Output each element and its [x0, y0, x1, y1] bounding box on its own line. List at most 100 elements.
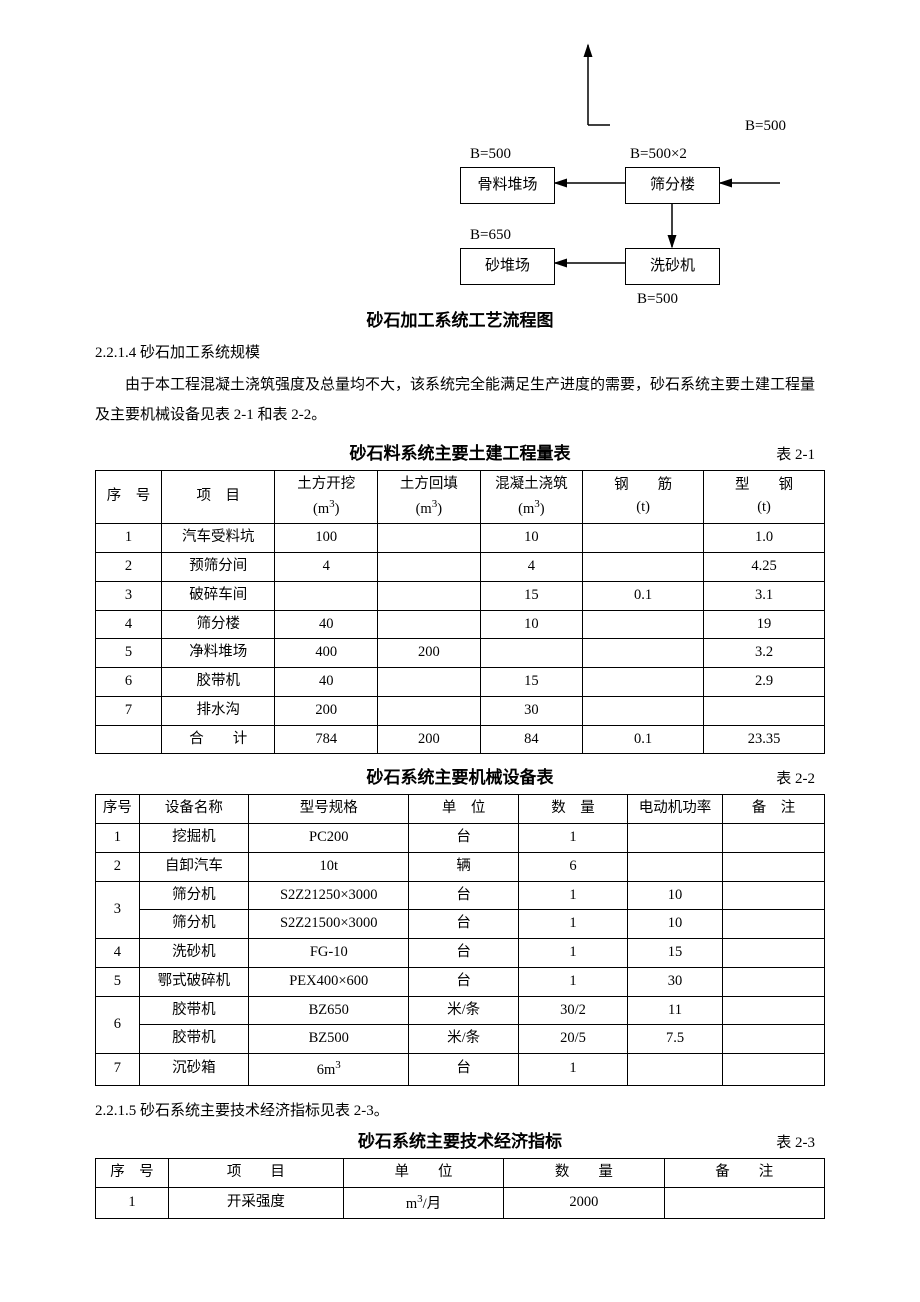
table1-title: 砂石料系统主要土建工程量表: [350, 441, 571, 467]
table-row: 6胶带机BZ650米/条30/211: [96, 996, 825, 1025]
table-row: 7沉砂箱6m3台1: [96, 1054, 825, 1086]
t2-h1: 序号: [96, 795, 140, 824]
table-row: 2自卸汽车10t辆6: [96, 852, 825, 881]
t1-h5: 混凝土浇筑(m3): [480, 471, 583, 524]
table-cell: [378, 553, 481, 582]
table-cell: [96, 725, 162, 754]
table-row: 3破碎车间150.13.1: [96, 581, 825, 610]
t1-h3b: (m: [313, 501, 329, 517]
table-cell: [378, 668, 481, 697]
t1-h7a: 型 钢: [735, 477, 793, 493]
table-cell: 5: [96, 639, 162, 668]
table-cell: 1: [518, 939, 627, 968]
table-row: 7排水沟20030: [96, 696, 825, 725]
table-cell: 2.9: [704, 668, 825, 697]
table-cell: 台: [409, 1054, 518, 1086]
section-2214-para: 由于本工程混凝土浇筑强度及总量均不大，该系统完全能满足生产进度的需要，砂石系统主…: [95, 370, 825, 430]
table-row: 1开采强度m3/月2000: [96, 1187, 825, 1219]
t2-h5: 数 量: [518, 795, 627, 824]
table-cell: 台: [409, 881, 518, 910]
table-cell: 15: [480, 581, 583, 610]
table-cell: 10t: [249, 852, 409, 881]
table2-title: 砂石系统主要机械设备表: [367, 765, 554, 791]
t1-h3: 土方开挖(m3): [275, 471, 378, 524]
table-cell: 30/2: [518, 996, 627, 1025]
t1-h1-txt: 序 号: [107, 488, 151, 504]
table-row: 6胶带机40152.9: [96, 668, 825, 697]
table-cell: 4: [275, 553, 378, 582]
table-cell: 1: [518, 1054, 627, 1086]
table2-header-row: 砂石系统主要机械设备表 表 2-2: [95, 764, 825, 790]
table-cell: 汽车受料坑: [161, 524, 275, 553]
table-cell: PEX400×600: [249, 967, 409, 996]
section-2215-head: 2.2.1.5 砂石系统主要技术经济指标见表 2-3。: [95, 1100, 825, 1123]
table-cell: [378, 524, 481, 553]
table-cell: [583, 696, 704, 725]
table-cell: 台: [409, 939, 518, 968]
table-cell: [722, 852, 824, 881]
t1-h4b: (m: [416, 501, 432, 517]
table-cell: 3.1: [704, 581, 825, 610]
table-cell: FG-10: [249, 939, 409, 968]
label-b500-topright: B=500: [745, 115, 786, 138]
label-b500-bottom: B=500: [637, 288, 678, 311]
box-sand-yard: 砂堆场: [460, 248, 555, 285]
table-cell: 4: [96, 610, 162, 639]
table-cell: 3.2: [704, 639, 825, 668]
table-cell: 100: [275, 524, 378, 553]
table-cell: 开采强度: [168, 1187, 343, 1219]
table-cell: 2: [96, 553, 162, 582]
box-sand-washer: 洗砂机: [625, 248, 720, 285]
table-cell: 净料堆场: [161, 639, 275, 668]
table-cell: 鄂式破碎机: [139, 967, 248, 996]
table-cell: [722, 1054, 824, 1086]
table-cell: 筛分机: [139, 910, 248, 939]
table-cell: 5: [96, 967, 140, 996]
table-civil-works: 序 号 项 目 土方开挖(m3) 土方回填(m3) 混凝土浇筑(m3) 钢 筋(…: [95, 470, 825, 754]
t1-h4d: ): [437, 501, 442, 517]
table-cell: [722, 967, 824, 996]
table-cell: [722, 910, 824, 939]
table-cell: 1: [96, 524, 162, 553]
table-cell: 200: [275, 696, 378, 725]
table-tech-econ: 序 号 项 目 单 位 数 量 备 注 1开采强度m3/月2000: [95, 1158, 825, 1219]
table-cell: 破碎车间: [161, 581, 275, 610]
table-cell: PC200: [249, 824, 409, 853]
table-cell: 预筛分间: [161, 553, 275, 582]
table-row: 1汽车受料坑100101.0: [96, 524, 825, 553]
table-cell: [378, 696, 481, 725]
section-2214-head: 2.2.1.4 砂石加工系统规模: [95, 342, 825, 365]
diagram-title: 砂石加工系统工艺流程图: [95, 308, 825, 334]
t1-h3d: ): [335, 501, 340, 517]
table-row: 1挖掘机PC200台1: [96, 824, 825, 853]
table-cell: 2000: [504, 1187, 664, 1219]
table-cell: 10: [628, 881, 723, 910]
table-cell: 1: [96, 1187, 169, 1219]
table-cell: 1: [96, 824, 140, 853]
table-cell: S2Z21250×3000: [249, 881, 409, 910]
table-cell: 筛分楼: [161, 610, 275, 639]
table-cell: 40: [275, 610, 378, 639]
table-cell: 10: [480, 524, 583, 553]
table-cell: 胶带机: [139, 1025, 248, 1054]
table1-number: 表 2-1: [776, 444, 815, 467]
table-row: 5净料堆场4002003.2: [96, 639, 825, 668]
t1-h5a: 混凝土浇筑: [495, 476, 568, 492]
t1-h1: 序 号: [96, 471, 162, 524]
table-cell: 4.25: [704, 553, 825, 582]
table-cell: [583, 639, 704, 668]
table-cell: [628, 852, 723, 881]
t1-h4: 土方回填(m3): [378, 471, 481, 524]
table-cell: S2Z21500×3000: [249, 910, 409, 939]
table-cell: BZ500: [249, 1025, 409, 1054]
table-cell: 6: [96, 996, 140, 1054]
table-cell: 1: [518, 967, 627, 996]
table-cell: 15: [628, 939, 723, 968]
t3-h5: 备 注: [664, 1159, 824, 1188]
table-cell: 1: [518, 824, 627, 853]
table-cell: 挖掘机: [139, 824, 248, 853]
table-cell: 84: [480, 725, 583, 754]
table-cell: 排水沟: [161, 696, 275, 725]
table-cell: 1: [518, 910, 627, 939]
table-cell: 200: [378, 639, 481, 668]
